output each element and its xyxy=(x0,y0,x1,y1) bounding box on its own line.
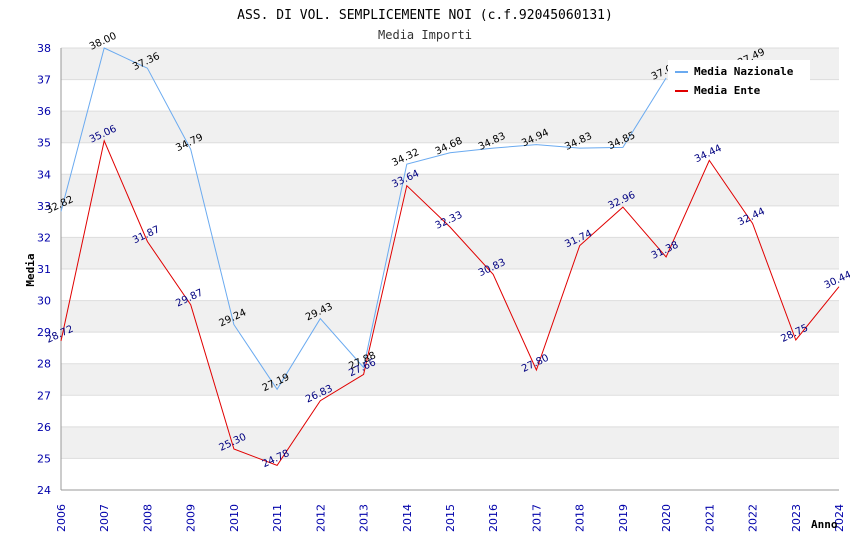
grid-band xyxy=(61,174,839,206)
y-tick-label: 30 xyxy=(37,295,51,308)
x-tick-label: 2006 xyxy=(55,504,68,532)
x-tick-label: 2015 xyxy=(444,504,457,532)
x-tick-label: 2013 xyxy=(358,504,371,532)
x-tick-label: 2021 xyxy=(703,504,716,532)
series-line-nazionale xyxy=(60,47,667,391)
y-tick-label: 27 xyxy=(37,389,51,402)
x-tick-label: 2009 xyxy=(185,504,198,532)
legend-label-ente: Media Ente xyxy=(694,84,761,97)
y-tick-label: 28 xyxy=(37,358,51,371)
y-tick-label: 33 xyxy=(37,200,51,213)
x-tick-label: 2008 xyxy=(141,504,154,532)
axes xyxy=(60,48,839,491)
x-tick-label: 2010 xyxy=(228,504,241,532)
y-tick-label: 31 xyxy=(37,263,51,276)
grid-band xyxy=(61,237,839,269)
x-tick-label: 2016 xyxy=(487,504,500,532)
x-tick-label: 2014 xyxy=(401,504,414,532)
data-label-nazionale: 34.32 xyxy=(390,147,421,169)
legend-label-nazionale: Media Nazionale xyxy=(694,65,794,78)
x-tick-label: 2018 xyxy=(574,504,587,532)
x-tick-labels: 2006 2007 2008 2009 2010 2011 2012 2013 2014 2015… xyxy=(55,504,846,532)
grid-band xyxy=(61,363,839,396)
y-tick-label: 38 xyxy=(37,42,51,55)
y-tick-label: 34 xyxy=(37,168,51,181)
y-tick-label: 32 xyxy=(37,231,51,244)
x-tick-label: 2017 xyxy=(530,504,543,532)
y-tick-label: 24 xyxy=(37,484,51,497)
y-tick-label: 35 xyxy=(37,137,51,150)
y-tick-label: 29 xyxy=(37,326,51,339)
x-tick-label: 2022 xyxy=(747,504,760,532)
y-tick-label: 25 xyxy=(37,452,51,465)
legend: Media Nazionale Media Ente xyxy=(668,60,810,104)
grid-band xyxy=(61,426,839,459)
chart-subtitle: Media Importi xyxy=(378,28,472,42)
series-lines xyxy=(60,47,840,467)
y-tick-label: 36 xyxy=(37,105,51,118)
data-label-ente: 32.44 xyxy=(736,206,767,228)
y-tick-labels: 24 25 26 27 28 29 30 31 32 33 34 35 36 37 38 xyxy=(37,42,51,497)
x-axis-label: Anno xyxy=(811,518,838,531)
chart-title: ASS. DI VOL. SEMPLICEMENTE NOI (c.f.9204… xyxy=(237,8,613,23)
x-tick-label: 2012 xyxy=(314,504,327,532)
x-tick-label: 2023 xyxy=(790,504,803,532)
x-tick-label: 2011 xyxy=(271,504,284,532)
y-axis-label: Media xyxy=(24,253,37,286)
data-label-nazionale: 32.82 xyxy=(45,194,76,216)
grid-band xyxy=(61,111,839,143)
y-tick-label: 26 xyxy=(37,421,51,434)
grid-bands xyxy=(61,48,839,459)
x-tick-label: 2024 xyxy=(833,504,846,532)
x-tick-label: 2019 xyxy=(617,504,630,532)
x-tick-label: 2007 xyxy=(98,504,111,532)
data-label-ente: 30.44 xyxy=(823,269,850,291)
y-tick-label: 37 xyxy=(37,74,51,87)
series-line-ente xyxy=(60,139,840,467)
data-label-ente: 32.33 xyxy=(434,210,465,232)
x-tick-label: 2020 xyxy=(660,504,673,532)
legend-background xyxy=(668,60,810,104)
